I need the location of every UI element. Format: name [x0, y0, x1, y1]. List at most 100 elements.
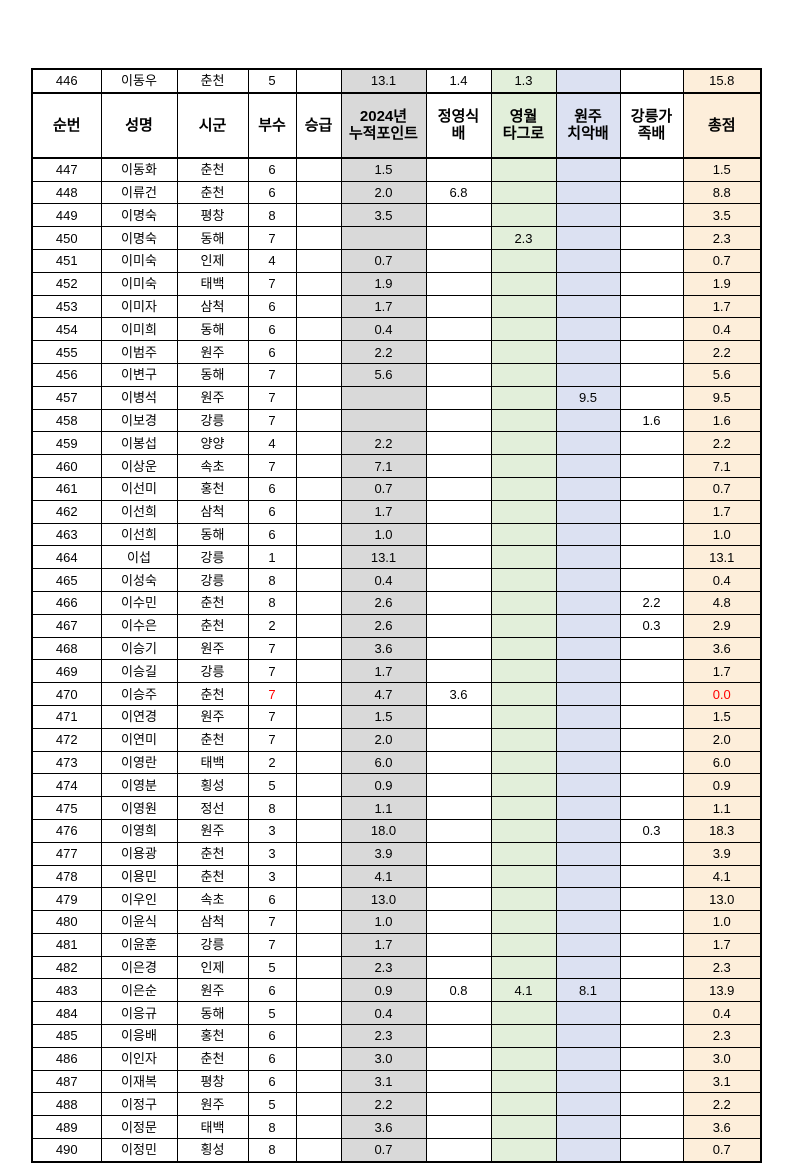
cell-total-484[interactable]: 0.4 — [682, 1001, 762, 1026]
table-row[interactable]: 452 이미숙 태백 7 1.9 1.9 — [31, 271, 762, 296]
cell-yeongwol-tagro-474[interactable] — [490, 773, 557, 798]
cell-promotion-454[interactable] — [295, 317, 342, 342]
cell-cumulative-points-472[interactable]: 2.0 — [340, 727, 427, 752]
cell-wonju-chiak-cup-472[interactable] — [555, 727, 621, 752]
cell-gangneung-family-cup-460[interactable] — [619, 454, 684, 478]
cell-promotion-484[interactable] — [295, 1001, 342, 1026]
cell-total-461[interactable]: 0.7 — [682, 476, 762, 501]
cell-cumulative-points-489[interactable]: 3.6 — [340, 1115, 427, 1140]
table-row[interactable]: 477 이용광 춘천 3 3.9 3.9 — [31, 841, 762, 866]
table-row[interactable]: 447 이동화 춘천 6 1.5 1.5 — [31, 157, 762, 182]
cell-rank-489[interactable]: 8 — [247, 1115, 297, 1140]
cell-jeongyeongsik-cup-454[interactable] — [425, 317, 492, 342]
cell-promotion-478[interactable] — [295, 864, 342, 889]
cell-cumulative-points-446[interactable]: 13.1 — [340, 68, 427, 94]
cell-promotion-459[interactable] — [295, 431, 342, 456]
cell-wonju-chiak-cup-457[interactable]: 9.5 — [555, 385, 621, 410]
cell-gangneung-family-cup-485[interactable] — [619, 1024, 684, 1048]
cell-city-458[interactable]: 강릉 — [176, 408, 249, 433]
cell-jeongyeongsik-cup-457[interactable] — [425, 385, 492, 410]
table-row[interactable]: 469 이승길 강릉 7 1.7 1.7 — [31, 659, 762, 684]
cell-city-488[interactable]: 원주 — [176, 1092, 249, 1117]
cell-gangneung-family-cup-474[interactable] — [619, 773, 684, 798]
cell-yeongwol-tagro-478[interactable] — [490, 864, 557, 889]
cell-name-449[interactable]: 이명숙 — [100, 203, 178, 228]
cell-name-475[interactable]: 이영원 — [100, 796, 178, 820]
cell-cumulative-points-459[interactable]: 2.2 — [340, 431, 427, 456]
cell-wonju-chiak-cup-477[interactable] — [555, 841, 621, 866]
cell-gangneung-family-cup-461[interactable] — [619, 476, 684, 501]
cell-total-459[interactable]: 2.2 — [682, 431, 762, 456]
cell-name-468[interactable]: 이승기 — [100, 636, 178, 661]
cell-seq-453[interactable]: 453 — [31, 294, 102, 319]
cell-seq-470[interactable]: 470 — [31, 682, 102, 706]
cell-cumulative-points-462[interactable]: 1.7 — [340, 499, 427, 524]
cell-name-484[interactable]: 이응규 — [100, 1001, 178, 1026]
cell-wonju-chiak-cup-482[interactable] — [555, 955, 621, 980]
cell-wonju-chiak-cup-480[interactable] — [555, 910, 621, 934]
cell-rank-452[interactable]: 7 — [247, 271, 297, 296]
cell-rank-448[interactable]: 6 — [247, 180, 297, 205]
cell-seq-472[interactable]: 472 — [31, 727, 102, 752]
cell-wonju-chiak-cup-453[interactable] — [555, 294, 621, 319]
cell-rank-454[interactable]: 6 — [247, 317, 297, 342]
cell-seq-456[interactable]: 456 — [31, 362, 102, 387]
cell-wonju-chiak-cup-454[interactable] — [555, 317, 621, 342]
cell-yeongwol-tagro-467[interactable] — [490, 613, 557, 638]
table-row[interactable]: 446 이동우 춘천 5 13.1 1.4 1.3 15.8 — [31, 68, 762, 94]
cell-rank-468[interactable]: 7 — [247, 636, 297, 661]
cell-jeongyeongsik-cup-462[interactable] — [425, 499, 492, 524]
cell-yeongwol-tagro-465[interactable] — [490, 568, 557, 592]
cell-total-463[interactable]: 1.0 — [682, 522, 762, 547]
cell-name-476[interactable]: 이영희 — [100, 818, 178, 843]
cell-wonju-chiak-cup-471[interactable] — [555, 704, 621, 729]
cell-name-479[interactable]: 이우인 — [100, 887, 178, 912]
cell-rank-485[interactable]: 6 — [247, 1024, 297, 1048]
cell-yeongwol-tagro-483[interactable]: 4.1 — [490, 978, 557, 1003]
table-row[interactable]: 486 이인자 춘천 6 3.0 3.0 — [31, 1046, 762, 1071]
cell-total-480[interactable]: 1.0 — [682, 910, 762, 934]
cell-cumulative-points-449[interactable]: 3.5 — [340, 203, 427, 228]
cell-gangneung-family-cup-465[interactable] — [619, 568, 684, 592]
cell-name-456[interactable]: 이변구 — [100, 362, 178, 387]
table-row[interactable]: 463 이선희 동해 6 1.0 1.0 — [31, 522, 762, 547]
cell-city-486[interactable]: 춘천 — [176, 1046, 249, 1071]
cell-cumulative-points-476[interactable]: 18.0 — [340, 818, 427, 843]
cell-cumulative-points-473[interactable]: 6.0 — [340, 750, 427, 775]
cell-name-450[interactable]: 이명숙 — [100, 226, 178, 250]
cell-seq-454[interactable]: 454 — [31, 317, 102, 342]
cell-yeongwol-tagro-473[interactable] — [490, 750, 557, 775]
table-row[interactable]: 470 이승주 춘천 7 4.7 3.6 0.0 — [31, 682, 762, 706]
cell-city-484[interactable]: 동해 — [176, 1001, 249, 1026]
cell-wonju-chiak-cup-469[interactable] — [555, 659, 621, 684]
cell-promotion-482[interactable] — [295, 955, 342, 980]
cell-yeongwol-tagro-462[interactable] — [490, 499, 557, 524]
cell-promotion-472[interactable] — [295, 727, 342, 752]
cell-gangneung-family-cup-490[interactable] — [619, 1138, 684, 1163]
cell-cumulative-points-471[interactable]: 1.5 — [340, 704, 427, 729]
cell-seq-465[interactable]: 465 — [31, 568, 102, 592]
cell-cumulative-points-474[interactable]: 0.9 — [340, 773, 427, 798]
cell-wonju-chiak-cup-478[interactable] — [555, 864, 621, 889]
cell-yeongwol-tagro-449[interactable] — [490, 203, 557, 228]
cell-jeongyeongsik-cup-490[interactable] — [425, 1138, 492, 1163]
cell-gangneung-family-cup-482[interactable] — [619, 955, 684, 980]
cell-wonju-chiak-cup-450[interactable] — [555, 226, 621, 250]
table-row[interactable]: 462 이선희 삼척 6 1.7 1.7 — [31, 499, 762, 524]
table-row[interactable]: 464 이섭 강릉 1 13.1 13.1 — [31, 545, 762, 570]
cell-seq-481[interactable]: 481 — [31, 932, 102, 957]
cell-yeongwol-tagro-471[interactable] — [490, 704, 557, 729]
table-row[interactable]: 459 이봉섭 양양 4 2.2 2.2 — [31, 431, 762, 456]
table-row[interactable]: 450 이명숙 동해 7 2.3 2.3 — [31, 226, 762, 250]
cell-promotion-447[interactable] — [295, 157, 342, 182]
cell-promotion-473[interactable] — [295, 750, 342, 775]
cell-seq-478[interactable]: 478 — [31, 864, 102, 889]
cell-total-447[interactable]: 1.5 — [682, 157, 762, 182]
cell-promotion-488[interactable] — [295, 1092, 342, 1117]
cell-rank-459[interactable]: 4 — [247, 431, 297, 456]
cell-cumulative-points-450[interactable] — [340, 226, 427, 250]
cell-seq-480[interactable]: 480 — [31, 910, 102, 934]
cell-rank-453[interactable]: 6 — [247, 294, 297, 319]
cell-wonju-chiak-cup-449[interactable] — [555, 203, 621, 228]
cell-gangneung-family-cup-453[interactable] — [619, 294, 684, 319]
